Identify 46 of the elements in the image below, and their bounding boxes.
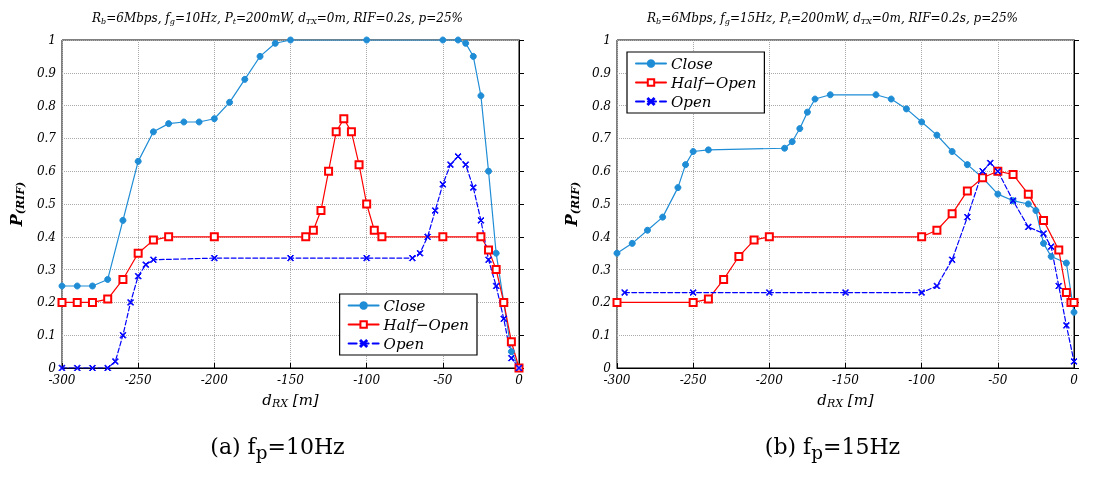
legend-label: Open (671, 92, 712, 111)
y-tick-label: 0 (48, 361, 57, 375)
y-tick-label: 0.1 (591, 328, 611, 343)
x-tick-label: -50 (988, 373, 1008, 387)
x-tick-label: -50 (433, 373, 453, 387)
y-tick-label: 1 (48, 33, 56, 47)
x-tick-label: -300 (603, 373, 631, 387)
y-tick-label: 0.4 (36, 229, 56, 244)
y-tick-label: 0 (603, 361, 612, 375)
legend-label: Open (383, 334, 425, 353)
legend-label: Half−Open (382, 315, 470, 334)
x-tick-label: -200 (200, 373, 229, 387)
x-tick-label: -250 (124, 373, 153, 387)
legend-label: Close (383, 296, 426, 315)
y-tick-label: 0.6 (36, 164, 57, 179)
x-tick-label: -100 (353, 373, 381, 387)
x-tick-label: 0 (1070, 373, 1079, 387)
x-tick-label: -300 (48, 373, 76, 387)
y-tick-label: 0.2 (591, 295, 611, 310)
x-tick-label: -150 (277, 373, 305, 387)
y-tick-label: 0.8 (591, 98, 612, 113)
y-tick-label: 0.5 (591, 197, 611, 211)
y-tick-label: 0.4 (591, 229, 611, 244)
x-tick-label: -200 (755, 373, 784, 387)
y-tick-label: 0.2 (36, 295, 56, 310)
y-tick-label: 0.3 (36, 262, 57, 277)
y-tick-label: 0.5 (36, 197, 56, 211)
y-tick-label: 0.9 (591, 65, 612, 80)
x-tick-label: 0 (515, 373, 524, 387)
y-tick-label: 0.7 (591, 131, 612, 146)
text: (a) f$_{p}$=10Hz (209, 434, 346, 464)
y-tick-label: 0.1 (36, 328, 56, 343)
y-tick-label: 0.3 (591, 262, 612, 277)
y-axis-title: P(RIF) (7, 181, 27, 228)
x-tick-label: -150 (832, 373, 860, 387)
x-tick-label: -100 (908, 373, 936, 387)
y-axis-title: P(RIF) (562, 181, 582, 228)
y-tick-label: 0.7 (36, 131, 57, 146)
y-tick-label: 0.6 (591, 164, 612, 179)
text: (b) f$_{p}$=15Hz (763, 434, 902, 464)
y-tick-label: 0.8 (36, 98, 57, 113)
legend-label: Close (671, 54, 713, 73)
x-tick-label: -250 (679, 373, 708, 387)
legend-label: Half−Open (670, 73, 757, 92)
y-tick-label: 1 (603, 33, 611, 47)
y-tick-label: 0.9 (36, 65, 57, 80)
